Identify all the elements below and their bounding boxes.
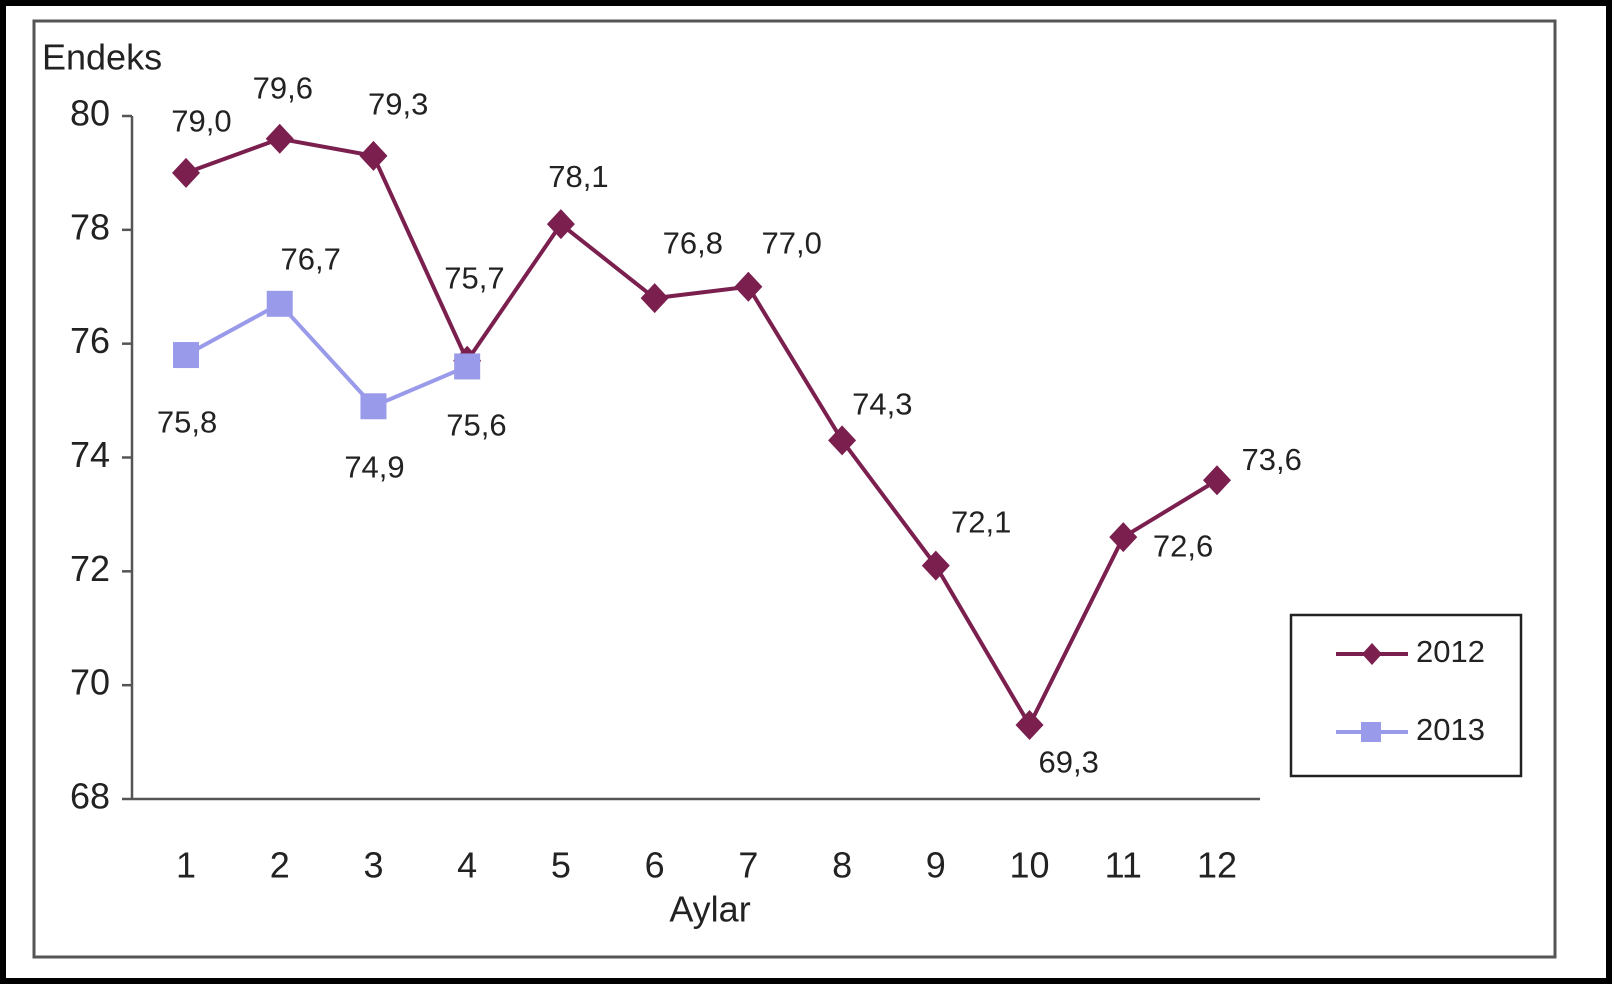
series-line xyxy=(185,301,468,409)
y-tick-label: 68 xyxy=(70,776,110,817)
legend-box xyxy=(1289,613,1523,778)
y-tick-label: 76 xyxy=(70,320,110,361)
y-tick-label: 80 xyxy=(70,93,110,134)
data-point xyxy=(734,271,763,302)
y-tick-label: 70 xyxy=(70,662,110,703)
x-tick-label: 9 xyxy=(926,845,946,886)
legend-marker xyxy=(1361,722,1381,742)
data-point xyxy=(1203,465,1231,496)
x-tick-label: 7 xyxy=(738,845,758,886)
y-tick-label: 78 xyxy=(70,206,110,247)
value-label: 76,8 xyxy=(663,226,723,261)
data-point xyxy=(172,157,200,188)
legend-label: 2013 xyxy=(1416,712,1485,747)
data-point xyxy=(640,283,669,314)
plot-frame xyxy=(32,19,1557,959)
data-point xyxy=(546,209,575,240)
x-tick-label: 12 xyxy=(1197,845,1237,886)
value-label: 73,6 xyxy=(1241,442,1301,477)
x-tick-label: 11 xyxy=(1105,845,1142,886)
y-tick-label: 72 xyxy=(70,548,110,589)
x-tick-label: 1 xyxy=(176,845,196,886)
data-point xyxy=(921,550,950,581)
data-point xyxy=(265,123,294,154)
value-label: 76,7 xyxy=(280,242,340,277)
legend-marker xyxy=(1362,643,1382,665)
legend-label: 2012 xyxy=(1416,634,1485,669)
data-point xyxy=(1015,710,1044,741)
x-tick-label: 3 xyxy=(363,845,383,886)
data-point xyxy=(454,353,481,380)
value-label: 78,1 xyxy=(548,159,608,194)
data-point xyxy=(359,140,388,171)
series-line xyxy=(185,136,1219,730)
x-tick-label: 6 xyxy=(645,845,665,886)
data-point xyxy=(828,425,857,456)
data-point xyxy=(1109,522,1138,553)
value-label: 75,6 xyxy=(446,407,506,442)
data-point xyxy=(266,290,293,317)
value-label: 75,8 xyxy=(157,404,217,439)
value-label: 72,1 xyxy=(951,505,1011,540)
value-label: 75,7 xyxy=(444,261,504,296)
data-point xyxy=(360,393,387,420)
value-label: 77,0 xyxy=(761,226,821,261)
x-tick-label: 2 xyxy=(270,845,290,886)
x-tick-label: 10 xyxy=(1010,845,1050,886)
x-tick-label: 5 xyxy=(551,845,571,886)
value-label: 79,6 xyxy=(253,70,313,105)
x-tick-label: 8 xyxy=(832,845,852,886)
data-point xyxy=(173,342,199,369)
y-tick-label: 74 xyxy=(70,434,110,475)
value-label: 79,3 xyxy=(368,87,428,122)
x-tick-label: 4 xyxy=(457,845,477,886)
value-label: 69,3 xyxy=(1039,744,1099,779)
x-axis-label: Aylar xyxy=(669,889,750,930)
value-label: 72,6 xyxy=(1153,529,1213,564)
value-label: 74,3 xyxy=(852,387,912,422)
value-label: 74,9 xyxy=(344,449,404,484)
value-label: 79,0 xyxy=(171,104,231,139)
y-axis-label: Endeks xyxy=(42,37,162,78)
